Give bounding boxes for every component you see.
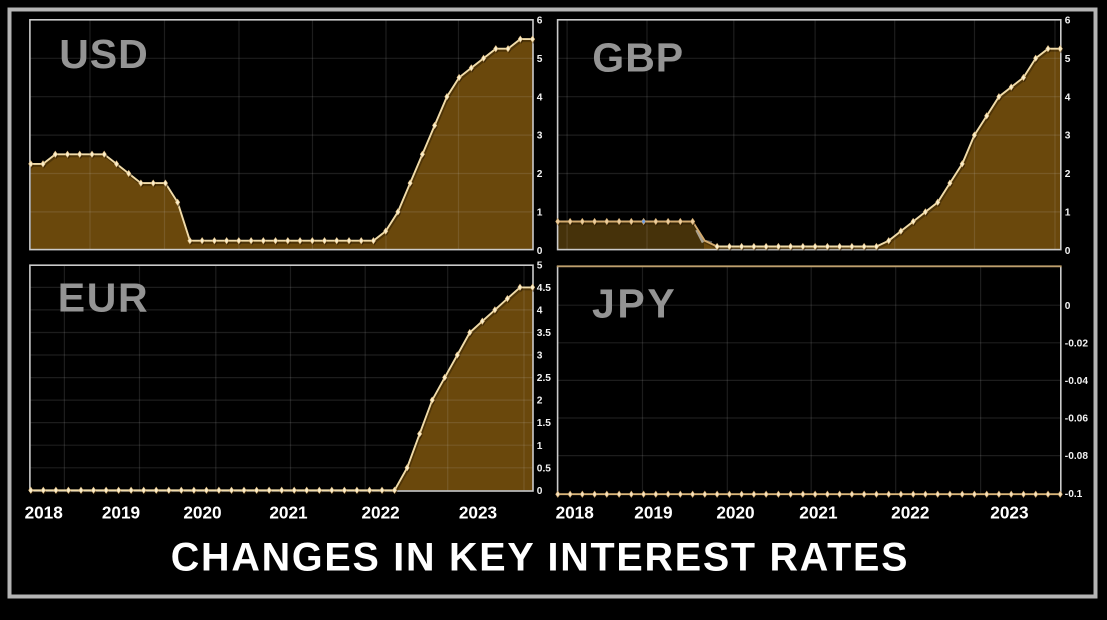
svg-text:0: 0 (537, 486, 543, 497)
svg-text:4: 4 (537, 92, 543, 103)
svg-text:0.5: 0.5 (537, 463, 551, 474)
svg-text:1: 1 (537, 208, 543, 219)
svg-text:2019: 2019 (102, 503, 140, 523)
svg-text:-0.1: -0.1 (1065, 489, 1083, 500)
svg-text:2022: 2022 (361, 503, 399, 523)
svg-text:GBP: GBP (592, 35, 684, 81)
svg-text:-0.02: -0.02 (1065, 338, 1089, 349)
svg-text:4: 4 (1065, 92, 1071, 103)
svg-text:2: 2 (537, 396, 543, 407)
svg-text:0: 0 (1065, 246, 1071, 257)
svg-text:2021: 2021 (799, 503, 838, 523)
svg-text:-0.04: -0.04 (1065, 376, 1089, 387)
svg-text:2022: 2022 (891, 503, 929, 523)
svg-text:2021: 2021 (269, 503, 308, 523)
svg-text:1: 1 (1065, 208, 1071, 219)
svg-text:-0.06: -0.06 (1065, 414, 1089, 425)
svg-text:3: 3 (1065, 131, 1071, 142)
svg-text:0: 0 (1065, 301, 1071, 312)
svg-text:3.5: 3.5 (537, 328, 551, 339)
svg-text:2018: 2018 (25, 503, 64, 523)
svg-text:1: 1 (537, 441, 543, 452)
svg-text:CHANGES IN KEY INTEREST RATES: CHANGES IN KEY INTEREST RATES (171, 535, 909, 579)
svg-text:0: 0 (537, 246, 543, 257)
svg-text:6: 6 (1065, 16, 1071, 27)
svg-text:2: 2 (1065, 169, 1071, 180)
svg-text:JPY: JPY (592, 280, 677, 326)
svg-text:6: 6 (537, 16, 543, 27)
svg-text:2020: 2020 (183, 503, 221, 523)
svg-text:4: 4 (537, 306, 543, 317)
svg-text:2023: 2023 (990, 503, 1028, 523)
svg-text:5: 5 (1065, 54, 1071, 65)
svg-text:2: 2 (537, 169, 543, 180)
svg-text:2.5: 2.5 (537, 373, 551, 384)
svg-text:2023: 2023 (459, 503, 497, 523)
svg-text:EUR: EUR (58, 275, 149, 321)
svg-text:2018: 2018 (556, 503, 595, 523)
svg-text:4.5: 4.5 (537, 283, 551, 294)
svg-text:1.5: 1.5 (537, 418, 551, 429)
svg-text:-0.08: -0.08 (1065, 451, 1089, 462)
svg-text:USD: USD (59, 31, 149, 77)
svg-text:2020: 2020 (716, 503, 754, 523)
svg-text:5: 5 (537, 54, 543, 65)
svg-text:5: 5 (537, 260, 543, 271)
svg-text:3: 3 (537, 131, 543, 142)
svg-text:2019: 2019 (634, 503, 672, 523)
svg-text:3: 3 (537, 351, 543, 362)
